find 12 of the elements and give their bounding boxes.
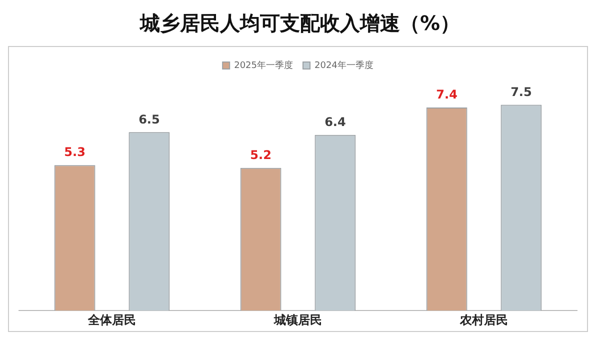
data-label: 6.5: [138, 112, 160, 126]
data-label: 5.2: [250, 148, 272, 162]
chart-title: 城乡居民人均可支配收入增速（%）: [138, 10, 462, 37]
x-tick-label: 城镇居民: [273, 312, 322, 327]
data-label: 7.5: [510, 84, 532, 99]
legend-label: 2025年一季度: [234, 60, 293, 71]
data-label: 5.3: [64, 145, 86, 160]
data-label: 7.4: [436, 88, 458, 102]
x-tick-label: 农村居民: [459, 312, 508, 327]
data-label: 6.4: [324, 115, 346, 130]
legend-label: 2024年一季度: [314, 60, 374, 71]
x-tick-label: 全体居民: [87, 312, 136, 327]
